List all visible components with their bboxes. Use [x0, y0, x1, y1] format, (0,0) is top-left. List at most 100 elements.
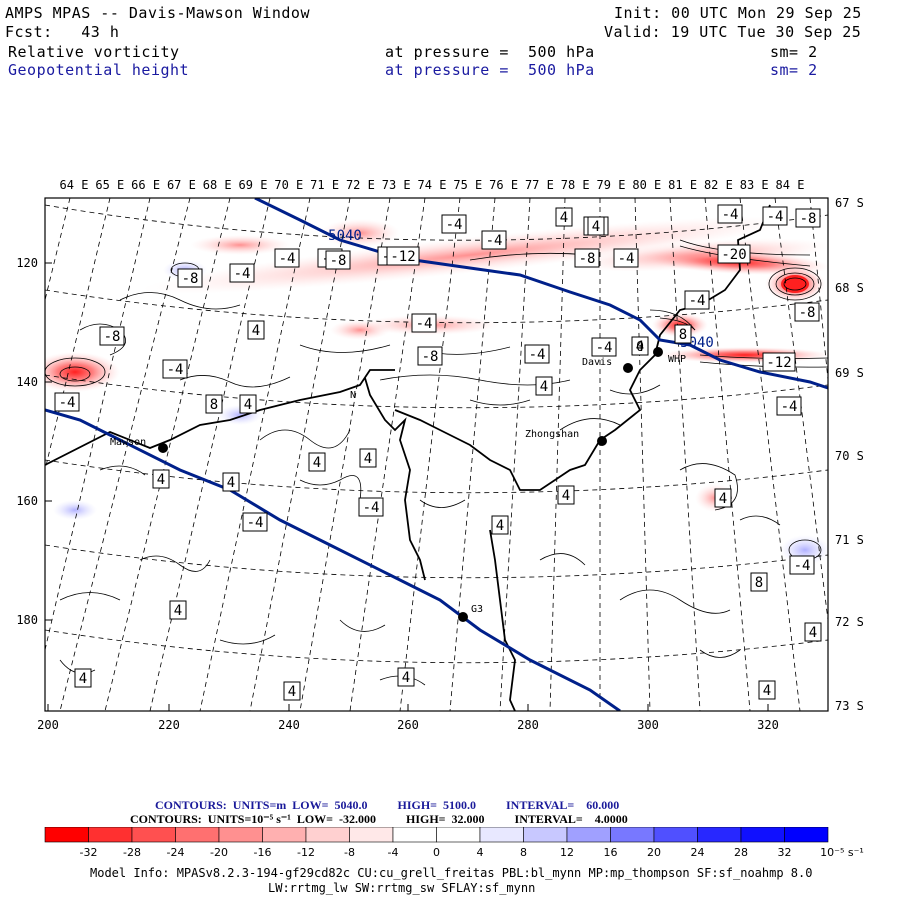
colorbar-swatch [44, 827, 89, 843]
colorbar-swatch [349, 827, 394, 843]
lon-label: 70 E [274, 178, 303, 192]
vorticity-contour-label: 4 [535, 376, 553, 396]
colorbar-tick-label: 28 [734, 846, 748, 859]
vorticity-contour-label: 4 [152, 469, 170, 489]
station-marker [458, 612, 468, 622]
vorticity-contour-label: -4 [684, 290, 710, 310]
svg-text:4: 4 [540, 379, 548, 395]
svg-text:-12: -12 [766, 355, 791, 371]
vorticity-contour-label: -4 [242, 512, 268, 532]
stations: Mawson Zhongshan Davis WHP G3 N [110, 347, 686, 622]
vorticity-contour-label: -4 [776, 396, 802, 416]
colorbar-swatch [436, 827, 481, 843]
vorticity-contour-label: -12 [762, 352, 796, 372]
svg-text:4: 4 [174, 603, 182, 619]
vorticity-contour-label: 4 [804, 622, 822, 642]
colorbar [44, 827, 829, 843]
svg-text:-8: -8 [799, 305, 816, 321]
colorbar-tick-label: 12 [560, 846, 574, 859]
lon-label: 81 E [668, 178, 697, 192]
station-label: N [350, 390, 356, 401]
lon-label: 67 E [167, 178, 196, 192]
vorticity-contour-label: -4 [762, 206, 788, 226]
svg-text:4: 4 [402, 670, 410, 686]
lon-label: 78 E [561, 178, 590, 192]
vorticity-contour-label: -4 [54, 392, 80, 412]
svg-text:4: 4 [809, 625, 817, 641]
graticule [45, 198, 828, 711]
svg-text:-8: -8 [182, 271, 199, 287]
station-label: G3 [471, 604, 483, 615]
vorticity-contour-label: -4 [717, 204, 743, 224]
svg-text:-4: -4 [279, 251, 296, 267]
svg-text:-8: -8 [330, 253, 347, 269]
x-tick: 200 [37, 718, 59, 730]
lon-label: 83 E [740, 178, 769, 192]
svg-text:-4: -4 [689, 293, 706, 309]
longitude-labels: 64 E 65 E 66 E 67 E 68 E 69 E 70 E 71 E 72 E 73 E… [60, 178, 805, 192]
lon-label: 71 E [310, 178, 339, 192]
colorbar-swatch [566, 827, 611, 843]
lon-label: 65 E [95, 178, 124, 192]
svg-text:-4: -4 [618, 251, 635, 267]
lon-label: 82 E [704, 178, 733, 192]
colorbar-tick-label: 8 [520, 846, 527, 859]
lat-label: 73 S [835, 699, 864, 713]
svg-text:4: 4 [313, 455, 321, 471]
colorbar-swatch [392, 827, 437, 843]
colorbar-swatch [175, 827, 220, 843]
svg-text:-8: -8 [422, 349, 439, 365]
height-contour-label: 5040 [328, 228, 362, 244]
svg-text:-20: -20 [721, 247, 746, 263]
vorticity-contour-label: -20 [717, 244, 751, 264]
field2-name: Geopotential height [8, 61, 190, 79]
vorticity-contour-label: -4 [229, 263, 255, 283]
svg-text:-4: -4 [363, 500, 380, 516]
station-label: Zhongshan [525, 429, 579, 440]
svg-text:4: 4 [592, 219, 600, 235]
vorticity-contour-label: -4 [524, 344, 550, 364]
vorticity-contour-label: -4 [591, 337, 617, 357]
colorbar-tick-label: 32 [777, 846, 792, 859]
lon-label: 73 E [382, 178, 411, 192]
lat-label: 70 S [835, 449, 864, 463]
lon-label: 79 E [597, 178, 626, 192]
forecast-hour: Fcst: 43 h [5, 23, 120, 41]
vorticity-contour-label: -4 [411, 313, 437, 333]
svg-text:4: 4 [244, 397, 252, 413]
x-tick: 320 [757, 718, 779, 730]
y-tick: 160 [16, 494, 38, 508]
svg-text:-4: -4 [167, 362, 184, 378]
lon-label: 72 E [346, 178, 375, 192]
x-tick: 240 [278, 718, 300, 730]
colorbar-tick-label: -16 [253, 846, 272, 859]
svg-text:4: 4 [227, 475, 235, 491]
svg-text:8: 8 [679, 327, 687, 343]
vorticity-contour-label: 4 [239, 394, 257, 414]
svg-text:-4: -4 [486, 233, 503, 249]
vorticity-contour-label: -8 [99, 326, 125, 346]
svg-text:4: 4 [157, 472, 165, 488]
svg-text:0: 0 [636, 340, 644, 355]
station-label: WHP [668, 354, 686, 365]
lat-label: 67 S [835, 196, 864, 210]
colorbar-swatch [131, 827, 176, 843]
vorticity-contour-label: -8 [795, 208, 821, 228]
vorticity-contour-label: 4 [74, 668, 92, 688]
svg-text:-4: -4 [722, 207, 739, 223]
station-marker [597, 436, 607, 446]
svg-text:4: 4 [79, 671, 87, 687]
height-contours [45, 198, 828, 711]
colorbar-tick-label: -8 [344, 846, 355, 859]
station-marker [623, 363, 633, 373]
colorbar-swatch [740, 827, 785, 843]
field1-name: Relative vorticity [8, 43, 180, 61]
vorticity-contour-label: -4 [358, 497, 384, 517]
vorticity-contour-label: 4 [557, 485, 575, 505]
colorbar-tick-label: -32 [79, 846, 98, 859]
svg-text:-4: -4 [596, 340, 613, 356]
x-tick: 260 [397, 718, 419, 730]
colorbar-swatch [610, 827, 655, 843]
y-axis-ticks: 120 140 160 180 [16, 256, 52, 627]
